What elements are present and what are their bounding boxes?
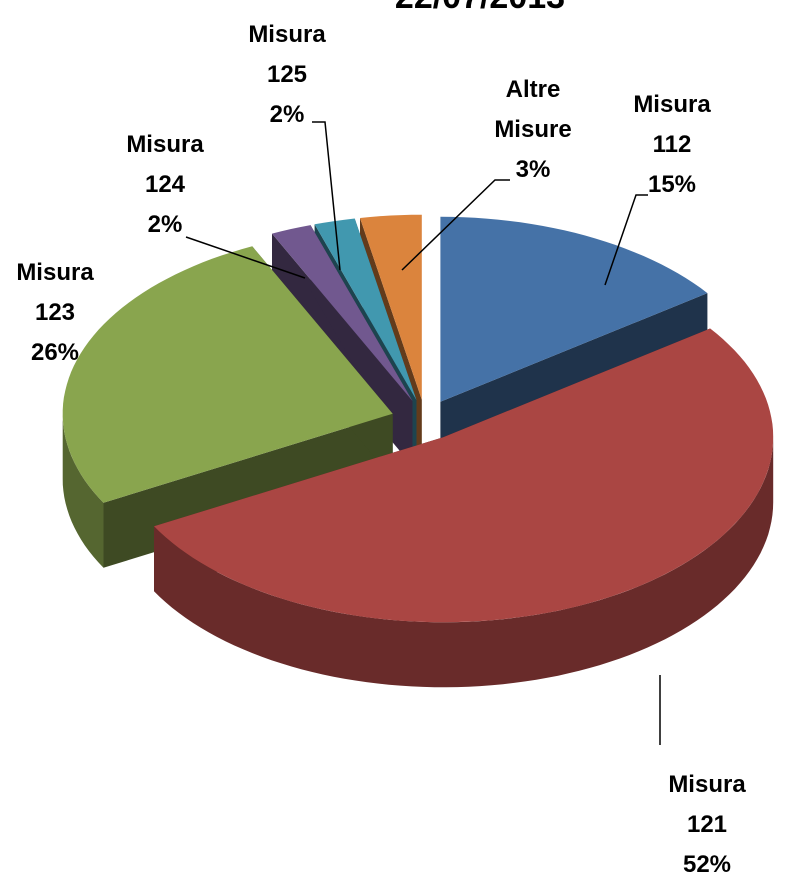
value-label: 15%	[647, 171, 697, 198]
slice-top	[360, 214, 422, 400]
category-label: Misura 123	[16, 259, 94, 326]
slice-top	[154, 328, 774, 623]
slice	[154, 328, 774, 688]
leader-line	[312, 121, 341, 271]
value-label: 3%	[515, 156, 551, 183]
category-label: Misura 125	[248, 21, 326, 88]
data-label: Misura 125 2%	[231, 15, 343, 135]
chart-title: 22/07/2013	[290, 0, 670, 17]
value-label: 2%	[147, 211, 183, 238]
slice-side	[62, 413, 104, 568]
data-label: Altre Misure 3%	[477, 70, 589, 190]
slice-top	[440, 216, 708, 402]
value-label: 26%	[30, 339, 80, 366]
slice-top	[272, 225, 413, 401]
leader-line	[185, 236, 306, 279]
data-label: Misura 112 15%	[616, 85, 728, 205]
category-label: Altre Misure	[494, 76, 572, 143]
data-label: Misura 123 26%	[0, 253, 111, 373]
slices	[62, 214, 774, 688]
leader-line	[401, 179, 510, 271]
data-label: Misura 124 2%	[109, 125, 221, 245]
category-label: Misura 124	[126, 131, 204, 198]
leader-lines	[185, 121, 661, 745]
slice-side	[154, 437, 774, 688]
data-label: Misura 121 52%	[651, 765, 763, 885]
slice-top	[62, 246, 393, 503]
value-label: 52%	[682, 851, 732, 878]
category-label: Misura 112	[633, 91, 711, 158]
leader-line	[604, 194, 648, 286]
category-label: Misura 121	[668, 771, 746, 838]
value-label: 2%	[269, 101, 305, 128]
